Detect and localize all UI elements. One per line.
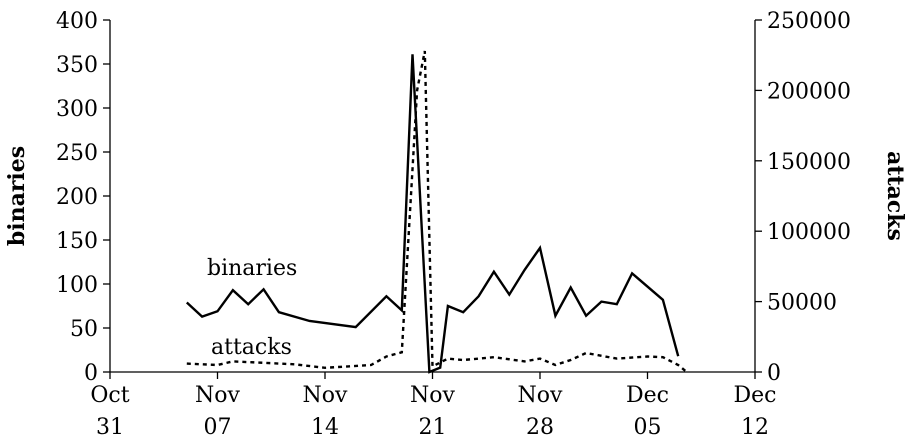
x-tick-label: Nov 14 (303, 383, 348, 440)
left-y-tick-label: 400 (56, 9, 98, 34)
right-y-tick-label: 100000 (767, 220, 851, 245)
left-y-tick-label: 50 (70, 317, 98, 342)
right-y-tick-label: 250000 (767, 9, 851, 34)
left-y-tick-label: 250 (56, 141, 98, 166)
right-y-tick-label: 50000 (767, 291, 837, 316)
right-y-tick-label: 200000 (767, 79, 851, 104)
series-layer (185, 50, 687, 374)
left-y-tick-label: 0 (84, 361, 98, 386)
x-tick-label: Dec 05 (626, 383, 669, 440)
x-tick-label: Nov 21 (410, 383, 455, 440)
left-y-tick-label: 300 (56, 97, 98, 122)
right-y-tick-label: 0 (767, 361, 781, 386)
series-line-attacks (186, 50, 687, 373)
x-tick-label: Nov 28 (518, 383, 563, 440)
left-y-tick-label: 150 (56, 229, 98, 254)
x-tick-label: Oct 31 (90, 383, 129, 440)
left-y-tick-label: 200 (56, 185, 98, 210)
ticks: 0 50 100 150 200 250 300 350 400 0 50000 100000 1500… (56, 9, 851, 440)
left-y-tick-label: 100 (56, 273, 98, 298)
binaries-annotation: binaries (207, 256, 297, 281)
attacks-annotation: attacks (211, 335, 292, 360)
right-axis-title: attacks (882, 151, 906, 241)
left-y-tick-label: 350 (56, 53, 98, 78)
series-line-binaries (185, 54, 680, 374)
x-tick-label: Nov 07 (195, 383, 240, 440)
right-y-tick-label: 150000 (767, 150, 851, 175)
x-tick-label: Dec 12 (734, 383, 777, 440)
left-axis-title: binaries (4, 146, 30, 246)
axes (109, 20, 756, 373)
